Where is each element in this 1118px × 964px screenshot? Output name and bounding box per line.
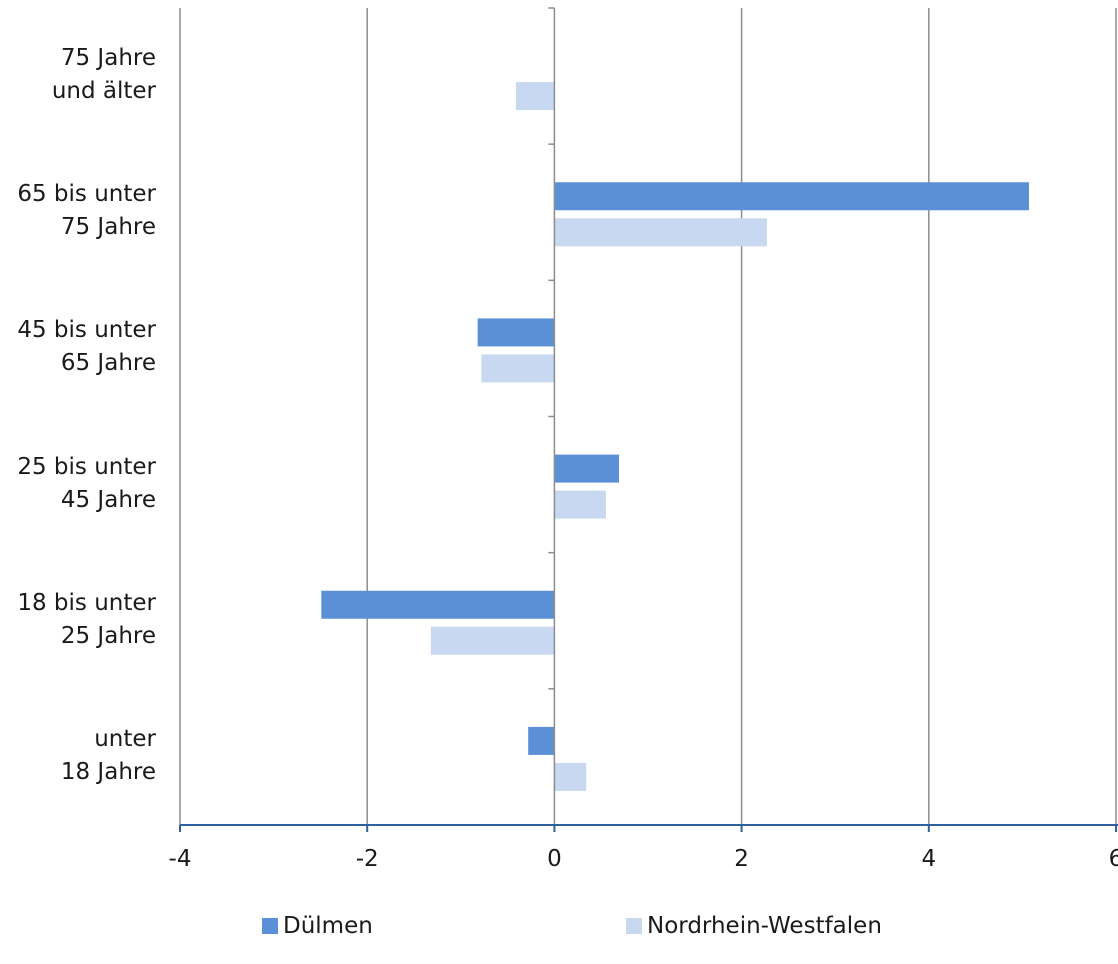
category-label-line: 75 Jahre	[60, 214, 156, 241]
bar-nrw	[430, 626, 555, 655]
legend-label-nrw: Nordrhein-Westfalen	[647, 913, 882, 939]
legend-item-nrw: Nordrhein-Westfalen	[626, 912, 882, 940]
bars	[321, 82, 1029, 791]
x-tick-labels: -4 -2 0 2 4 6	[169, 846, 1118, 872]
gridlines	[179, 8, 1117, 825]
category-label: 65 bis unter 75 Jahre	[17, 178, 156, 244]
category-label-line: 25 bis unter	[17, 453, 156, 480]
category-label-line: unter	[94, 725, 156, 752]
x-tick-label: -2	[356, 846, 379, 872]
category-label-line: 45 Jahre	[60, 486, 156, 513]
x-tick-label: -4	[169, 846, 192, 872]
category-label-line: 45 bis unter	[17, 317, 156, 344]
category-label-line: 75 Jahre	[60, 45, 156, 72]
legend-swatch-nrw	[626, 918, 642, 934]
category-label: 75 Jahre und älter	[52, 42, 156, 108]
bar-duelmen	[477, 318, 555, 347]
bar-nrw	[554, 490, 606, 519]
category-label-line: 65 bis unter	[17, 181, 156, 208]
bar-nrw	[554, 762, 587, 791]
x-tick-label: 4	[921, 846, 936, 872]
category-label: 45 bis unter 65 Jahre	[17, 314, 156, 380]
bar-nrw	[554, 218, 767, 247]
bar-nrw	[516, 82, 555, 111]
bar-duelmen	[554, 454, 619, 483]
category-label-line: 25 Jahre	[60, 622, 156, 649]
category-label: unter 18 Jahre	[61, 723, 156, 789]
bar-duelmen	[321, 590, 555, 619]
bar-nrw	[481, 354, 555, 383]
x-tick-label: 6	[1109, 846, 1118, 872]
legend-swatch-duelmen	[262, 918, 278, 934]
category-label-line: 18 Jahre	[60, 758, 156, 785]
x-tick-label: 0	[547, 846, 562, 872]
bar-duelmen	[554, 182, 1029, 211]
x-tick-label: 2	[734, 846, 749, 872]
legend-item-duelmen: Dülmen	[262, 912, 373, 940]
legend-label-duelmen: Dülmen	[283, 913, 373, 939]
category-label: 25 bis unter 45 Jahre	[17, 451, 156, 517]
category-label-line: 65 Jahre	[60, 350, 156, 377]
axes	[179, 7, 1118, 832]
bar-duelmen	[528, 726, 555, 755]
category-label-line: 18 bis unter	[17, 589, 156, 616]
category-label-line: und älter	[51, 78, 156, 105]
category-label: 18 bis unter 25 Jahre	[17, 587, 156, 653]
